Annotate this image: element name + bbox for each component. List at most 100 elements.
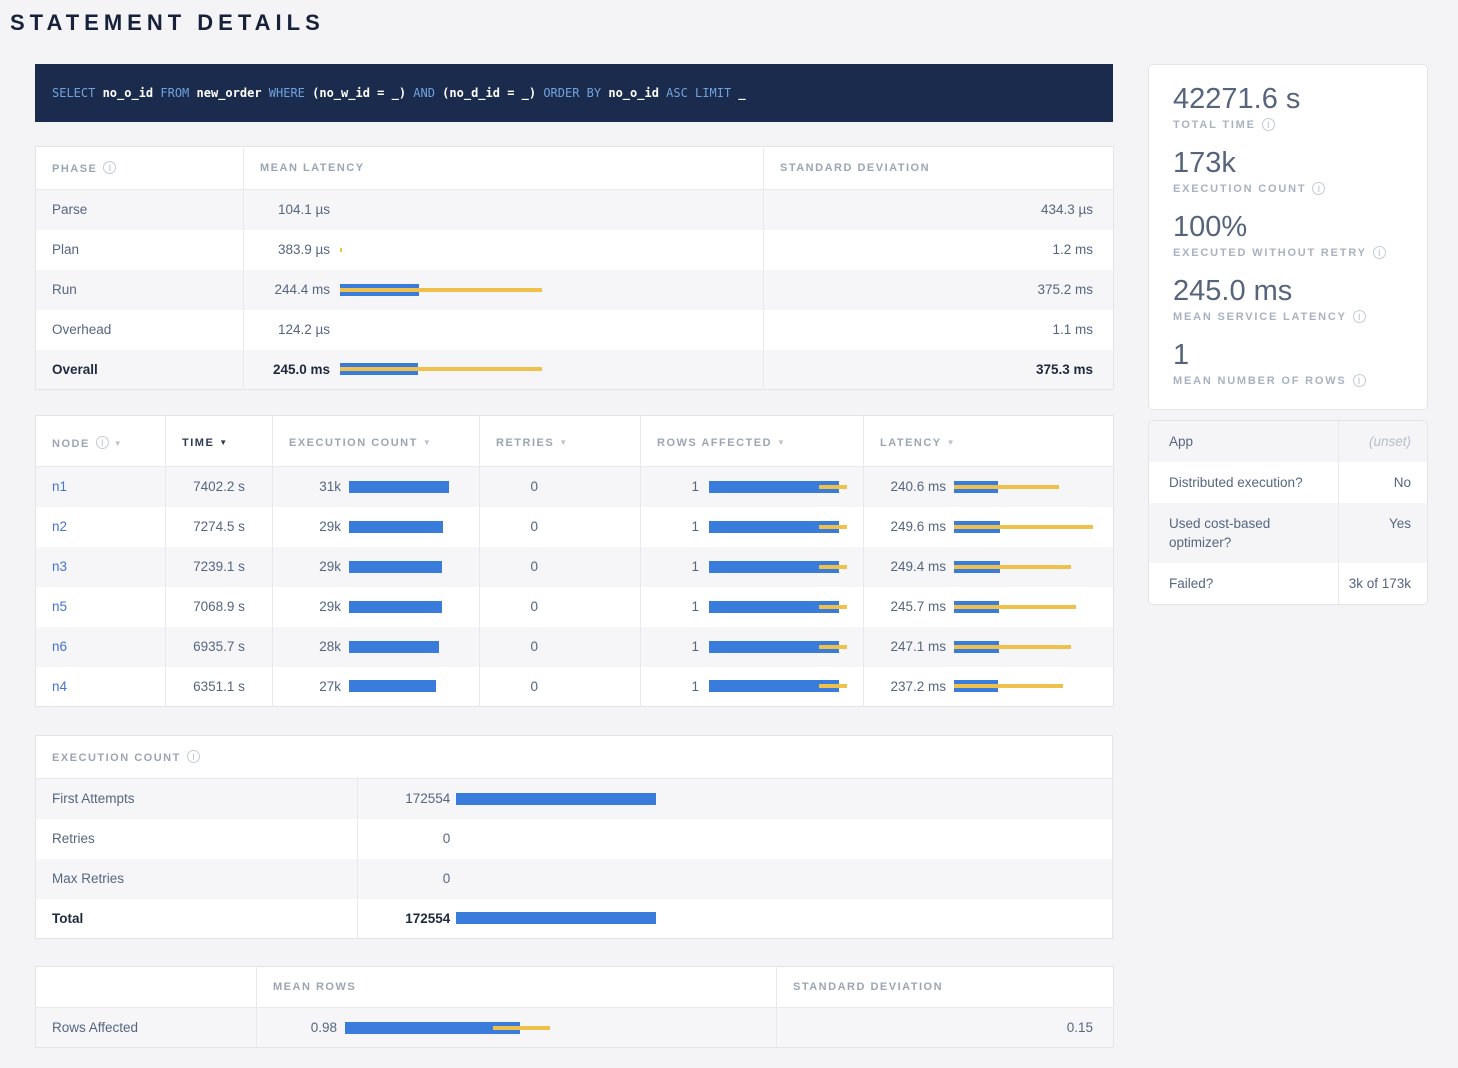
bar-blue-mean (349, 560, 442, 573)
execution-count-bar (349, 519, 463, 535)
info-icon[interactable]: i (1372, 246, 1386, 259)
latency-value: 249.6 ms (890, 519, 946, 534)
node-link[interactable]: n6 (52, 639, 68, 654)
execution-count-label: First Attempts (52, 791, 135, 807)
detail-value: (unset) (1368, 434, 1411, 449)
bar-blue-mean (456, 912, 657, 925)
info-icon[interactable]: i (95, 436, 109, 449)
node-link[interactable]: n2 (52, 519, 68, 534)
node-row: n1 7402.2 s 31k 0 1 240.6 ms (35, 466, 1114, 507)
time-value: 7068.9 s (165, 586, 273, 627)
info-icon[interactable]: i (186, 750, 200, 763)
execution-count-bar (349, 559, 463, 575)
rows-affected-row: Rows Affected 0.98 0.15 (35, 1007, 1114, 1048)
info-icon[interactable]: i (1261, 118, 1275, 131)
bar-yellow-stddev (819, 684, 847, 689)
rows-affected-value: 1 (691, 559, 699, 574)
count-bar (456, 871, 1096, 887)
stat-label: Execution Count (1173, 183, 1307, 195)
info-icon[interactable]: i (103, 161, 117, 174)
latency-value: 237.2 ms (890, 678, 946, 694)
mean-latency-value: 383.9 µs (277, 242, 330, 257)
stat-label: Mean Number of Rows (1173, 375, 1347, 387)
bar-yellow-stddev (954, 684, 1063, 689)
rows-affected-table: Mean Rows Standard Deviation Rows Affect… (35, 966, 1114, 1048)
execution-count-row: First Attempts 172554 (35, 778, 1113, 819)
detail-label: App (1149, 421, 1339, 462)
col-header-retries[interactable]: Retries ▼ (479, 415, 641, 467)
detail-row-cost-based-optimizer: Used cost-based optimizer? Yes (1149, 503, 1427, 563)
phase-row: Parse 104.1 µs 434.3 µs (35, 189, 1114, 230)
latency-value: 245.7 ms (890, 599, 946, 614)
latency-bar (954, 479, 1097, 495)
mean-rows-value: 0.98 (310, 1020, 337, 1035)
mean-latency-bar (340, 322, 747, 338)
info-icon[interactable]: i (1352, 374, 1366, 387)
execution-count-label: Max Retries (52, 871, 125, 886)
col-header-execution-count[interactable]: Execution Count ▼ (272, 415, 480, 467)
bar-yellow-stddev (954, 564, 1071, 569)
sql-keyword: AND (406, 86, 443, 100)
execution-count-bar (349, 479, 463, 495)
node-table: Node i ▼ Time ▼ Execution Count ▼ Retries ▼ R… (35, 415, 1114, 707)
phase-label: Plan (52, 242, 80, 257)
bar-yellow-stddev (954, 484, 1059, 489)
col-header-time[interactable]: Time ▼ (165, 415, 273, 467)
node-row: n2 7274.5 s 29k 0 1 249.6 ms (36, 506, 1114, 547)
stat-mean-service-latency: 245.0 ms Mean Service Latency i (1173, 273, 1403, 323)
phase-label: Overhead (52, 322, 112, 337)
sort-icon: ▼ (559, 438, 569, 447)
phase-row-overall: Overall 245.0 ms 375.3 ms (35, 349, 1114, 390)
stat-label: Total Time (1173, 119, 1256, 131)
node-link[interactable]: n1 (52, 479, 68, 495)
bar-yellow-stddev (819, 484, 847, 489)
time-value: 7239.1 s (165, 546, 273, 587)
sort-icon: ▼ (219, 438, 229, 447)
stat-executed-without-retry: 100% Executed without Retry i (1173, 209, 1403, 259)
stat-execution-count: 173k Execution Count i (1173, 145, 1403, 195)
stddev-value: 1.2 ms (763, 229, 1114, 270)
bar-yellow-stddev (340, 367, 542, 372)
col-header-rows-affected[interactable]: Rows Affected ▼ (640, 415, 864, 467)
count-value: 0 (442, 831, 451, 846)
sql-identifier: no_o_id (102, 86, 154, 100)
col-header-execution-count-section: Execution Count i (35, 735, 1113, 779)
stat-label: Executed without Retry (1173, 247, 1367, 259)
execution-count-bar (349, 599, 463, 615)
bar-yellow-stddev (954, 644, 1071, 649)
mean-latency-bar (340, 242, 747, 258)
stddev-value: 375.2 ms (763, 269, 1114, 310)
info-icon[interactable]: i (1312, 182, 1326, 195)
node-link[interactable]: n3 (52, 559, 68, 574)
sql-keyword: ASC LIMIT (658, 86, 739, 100)
bar-blue-mean (709, 560, 839, 573)
execution-count-table: Execution Count i First Attempts 172554 R… (35, 735, 1113, 939)
count-value: 172554 (405, 791, 451, 807)
mean-latency-value: 244.4 ms (274, 282, 330, 297)
bar-yellow-stddev (819, 524, 847, 529)
rows-affected-bar (709, 678, 847, 694)
latency-bar (954, 599, 1097, 615)
retries-value: 0 (530, 599, 538, 614)
bar-blue-mean (349, 520, 443, 533)
stat-total-time: 42271.6 s Total Time i (1173, 81, 1403, 131)
execution-count-value: 29k (319, 599, 341, 614)
node-link[interactable]: n4 (52, 678, 68, 694)
bar-yellow-stddev (340, 287, 542, 292)
count-bar (456, 831, 1096, 847)
sql-keyword: WHERE (261, 86, 313, 100)
col-header-latency[interactable]: Latency ▼ (863, 415, 1114, 467)
info-icon[interactable]: i (1352, 310, 1366, 323)
mean-latency-value: 245.0 ms (272, 361, 330, 377)
count-value: 0 (442, 871, 451, 886)
rows-affected-bar (709, 479, 847, 495)
execution-count-row-total: Total 172554 (36, 898, 1113, 939)
latency-bar (954, 678, 1097, 694)
mean-rows-bar (345, 1020, 760, 1036)
node-link[interactable]: n5 (52, 599, 68, 614)
rows-affected-value: 1 (691, 479, 699, 495)
count-bar (456, 910, 1096, 926)
retries-value: 0 (530, 559, 538, 574)
node-row: n5 7068.9 s 29k 0 1 245.7 ms (36, 586, 1114, 627)
col-header-node[interactable]: Node i ▼ (35, 415, 166, 467)
